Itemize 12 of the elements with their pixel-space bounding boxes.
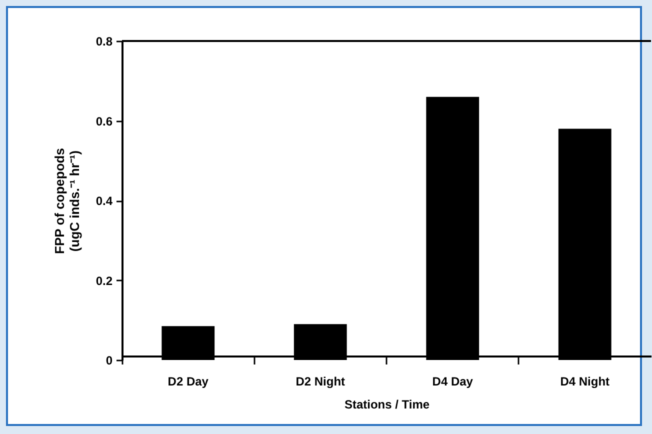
y-tick-label: 0.8 xyxy=(96,34,113,48)
x-axis-title: Stations / Time xyxy=(344,398,430,412)
text: (ugC inds.⁻¹ hr⁻¹) xyxy=(66,150,82,252)
x-tick-label: D2 Day xyxy=(168,374,209,388)
y-tick-label: 0.4 xyxy=(96,194,113,208)
x-tick-label: D4 Night xyxy=(560,374,610,388)
y-tick-label: 0 xyxy=(106,354,113,368)
y-tick-label: 0.6 xyxy=(96,114,113,128)
text: FPP of copepods xyxy=(52,148,67,254)
y-tick-label: 0.2 xyxy=(96,274,113,288)
x-tick-label: D4 Day xyxy=(432,374,474,388)
x-tick-label: D2 Night xyxy=(296,374,346,388)
